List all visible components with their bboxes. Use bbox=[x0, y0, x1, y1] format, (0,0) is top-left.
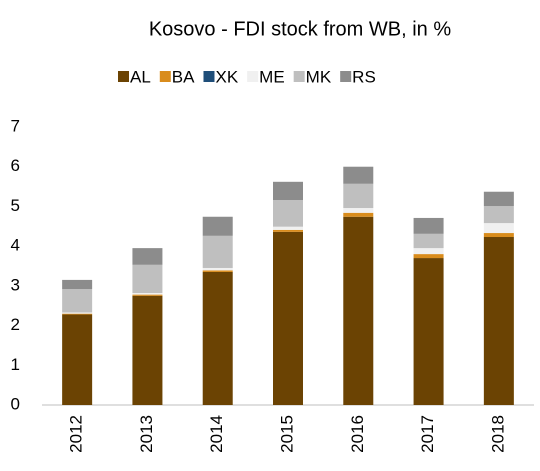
bar-segment bbox=[483, 223, 514, 234]
legend-swatch bbox=[293, 71, 305, 82]
bar-segment bbox=[132, 264, 163, 294]
bar-segment bbox=[62, 312, 93, 314]
legend-label: MK bbox=[306, 67, 332, 86]
bar-segment bbox=[202, 267, 233, 271]
bar-segment bbox=[343, 208, 374, 213]
bar-segment bbox=[273, 226, 303, 230]
bar-segment bbox=[483, 191, 514, 207]
y-tick-label: 4 bbox=[11, 236, 20, 255]
legend-label: ME bbox=[259, 67, 285, 86]
bar-segment bbox=[132, 293, 163, 295]
y-tick-label: 2 bbox=[11, 315, 20, 334]
bar-segment bbox=[132, 248, 163, 265]
legend-swatch bbox=[203, 71, 215, 82]
legend-swatch bbox=[159, 71, 171, 82]
bar-segment bbox=[273, 200, 303, 227]
bar-segment bbox=[413, 258, 444, 405]
bar-segment bbox=[62, 279, 93, 290]
bar-segment bbox=[273, 229, 303, 232]
y-tick-label: 3 bbox=[11, 275, 20, 294]
bar-segment bbox=[62, 289, 93, 313]
x-tick-label: 2018 bbox=[488, 415, 507, 453]
bar-segment bbox=[343, 216, 374, 405]
bar-segment bbox=[202, 235, 233, 268]
legend-swatch bbox=[340, 71, 352, 82]
y-tick-label: 0 bbox=[11, 394, 20, 413]
x-tick-label: 2014 bbox=[207, 415, 226, 453]
bar-segment bbox=[62, 313, 93, 315]
y-tick-label: 5 bbox=[11, 196, 20, 215]
bar-segment bbox=[483, 206, 514, 224]
y-tick-label: 1 bbox=[11, 355, 20, 374]
bar-segment bbox=[132, 294, 163, 296]
legend-swatch bbox=[118, 71, 129, 82]
x-tick-label: 2013 bbox=[137, 415, 156, 453]
y-tick-label: 7 bbox=[11, 116, 20, 135]
bar-segment bbox=[273, 231, 303, 405]
x-tick-label: 2015 bbox=[277, 415, 296, 453]
x-tick-label: 2016 bbox=[348, 415, 367, 453]
bar-segment bbox=[273, 181, 303, 201]
bar-segment bbox=[202, 216, 233, 236]
legend-label: XK bbox=[215, 67, 238, 86]
x-tick-label: 2012 bbox=[67, 415, 86, 453]
bar-segment bbox=[132, 295, 163, 405]
legend-label: AL bbox=[130, 67, 151, 86]
legend-label: RS bbox=[352, 67, 376, 86]
bar-segment bbox=[413, 248, 444, 255]
bar-segment bbox=[413, 217, 444, 234]
bar-segment bbox=[62, 314, 93, 405]
legend-label: BA bbox=[172, 67, 195, 86]
bar-segment bbox=[202, 271, 233, 405]
chart-title: Kosovo - FDI stock from WB, in % bbox=[149, 18, 452, 40]
bar-segment bbox=[343, 212, 374, 217]
bar-segment bbox=[483, 233, 514, 238]
y-tick-label: 6 bbox=[11, 156, 20, 175]
bar-segment bbox=[202, 270, 233, 272]
bar-segment bbox=[413, 233, 444, 249]
x-tick-label: 2017 bbox=[418, 415, 437, 453]
legend-swatch bbox=[247, 71, 259, 82]
bar-segment bbox=[483, 237, 514, 405]
bar-segment bbox=[343, 166, 374, 184]
bar-segment bbox=[413, 254, 444, 259]
bar-segment bbox=[343, 183, 374, 209]
